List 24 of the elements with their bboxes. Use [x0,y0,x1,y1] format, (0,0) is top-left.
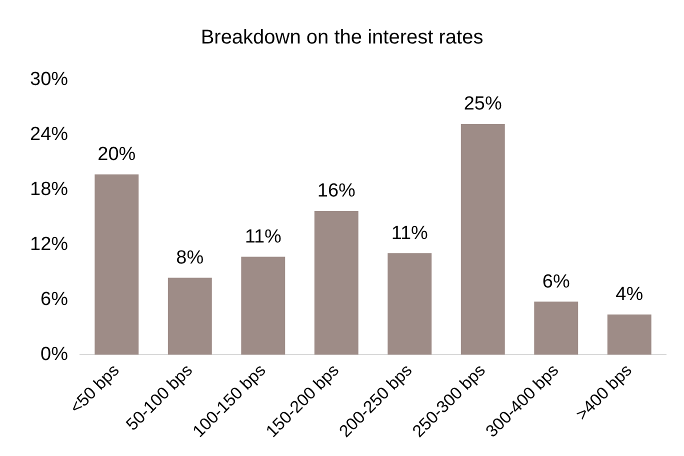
bar [168,278,212,355]
bar [94,174,139,355]
y-tick-label: 24% [30,124,68,146]
bar [607,314,652,355]
chart-title: Breakdown on the interest rates [200,26,484,49]
data-label: 16% [317,180,356,202]
y-tick-label: 6% [40,289,68,310]
data-label: 6% [542,271,570,292]
y-tick-label: 18% [30,179,68,200]
data-label: 11% [244,226,282,248]
bar [388,253,432,355]
bar [241,256,286,355]
y-tick-label: 0% [40,344,68,365]
y-tick-label: 30% [30,69,68,90]
bar [460,124,505,355]
x-tick-label: <50 bps [66,360,123,418]
data-label: 4% [616,284,644,306]
data-label: 20% [98,144,136,166]
data-label: 25% [464,94,502,115]
y-tick-label: 12% [30,234,68,256]
bar [534,302,578,355]
data-label: 8% [176,248,204,269]
data-label: 11% [391,222,428,244]
bar [314,210,358,355]
